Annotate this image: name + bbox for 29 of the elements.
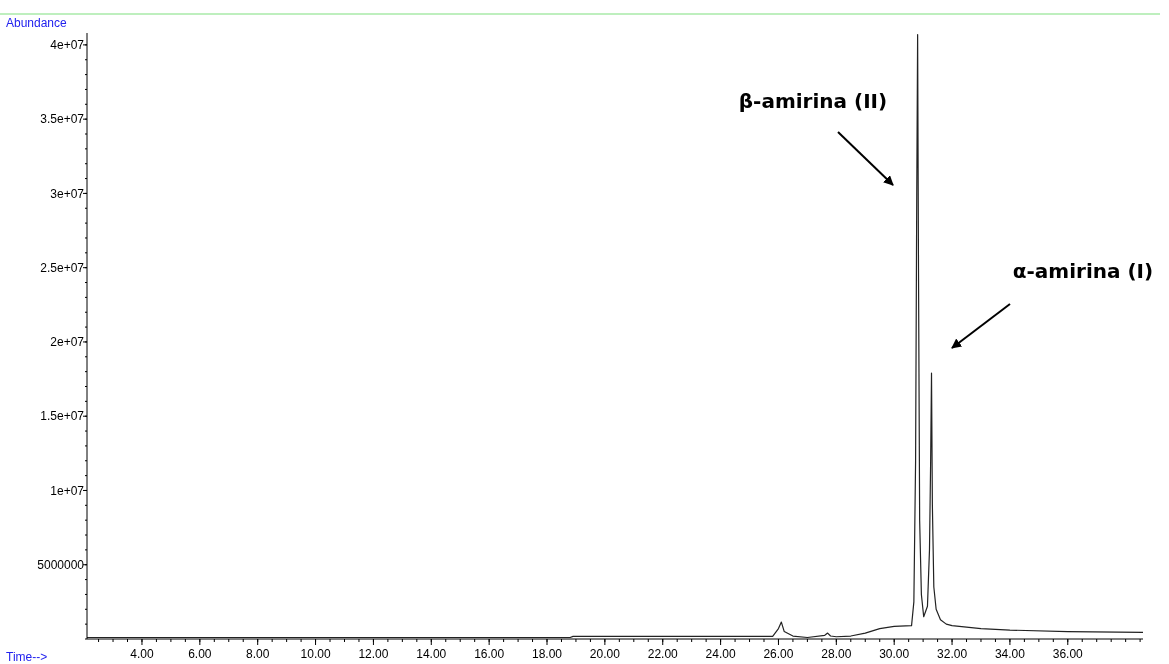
x-tick-label: 8.00 bbox=[246, 647, 270, 661]
x-tick-label: 20.00 bbox=[589, 647, 621, 661]
x-tick-label: 24.00 bbox=[705, 647, 736, 661]
annotation: α-amirina (I) bbox=[1012, 259, 1154, 283]
y-tick-label: 2e+07 bbox=[50, 335, 85, 350]
x-tick-label: 16.00 bbox=[474, 647, 505, 661]
y-tick-label: 2.5e+07 bbox=[40, 260, 85, 275]
y-tick-label: 3e+07 bbox=[50, 186, 85, 201]
x-tick-label: 6.00 bbox=[188, 647, 212, 661]
x-tick-label: 36.00 bbox=[1052, 647, 1084, 661]
y-tick-label: 5000000 bbox=[37, 557, 85, 572]
x-tick-label: 14.00 bbox=[416, 647, 447, 661]
annotation: β-amirina (II) bbox=[738, 89, 888, 113]
x-tick-label: 22.00 bbox=[647, 647, 679, 661]
x-tick-label: 12.00 bbox=[358, 647, 389, 661]
x-tick-label: 32.00 bbox=[937, 647, 968, 661]
y-tick-label: 1.5e+07 bbox=[40, 409, 85, 424]
x-tick-label: 28.00 bbox=[821, 647, 852, 661]
y-axis-title: Abundance bbox=[6, 16, 68, 30]
x-tick-label: 34.00 bbox=[994, 647, 1026, 661]
x-tick-label: 18.00 bbox=[532, 647, 563, 661]
x-axis-title: Time--> bbox=[6, 650, 48, 664]
y-tick-label: 3.5e+07 bbox=[40, 112, 85, 127]
x-tick-label: 30.00 bbox=[879, 647, 910, 661]
y-tick-label: 4e+07 bbox=[50, 38, 85, 53]
x-tick-label: 4.00 bbox=[130, 647, 154, 661]
x-tick-label: 26.00 bbox=[763, 647, 794, 661]
x-tick-label: 10.00 bbox=[300, 647, 331, 661]
y-tick-label: 1e+07 bbox=[50, 483, 85, 498]
